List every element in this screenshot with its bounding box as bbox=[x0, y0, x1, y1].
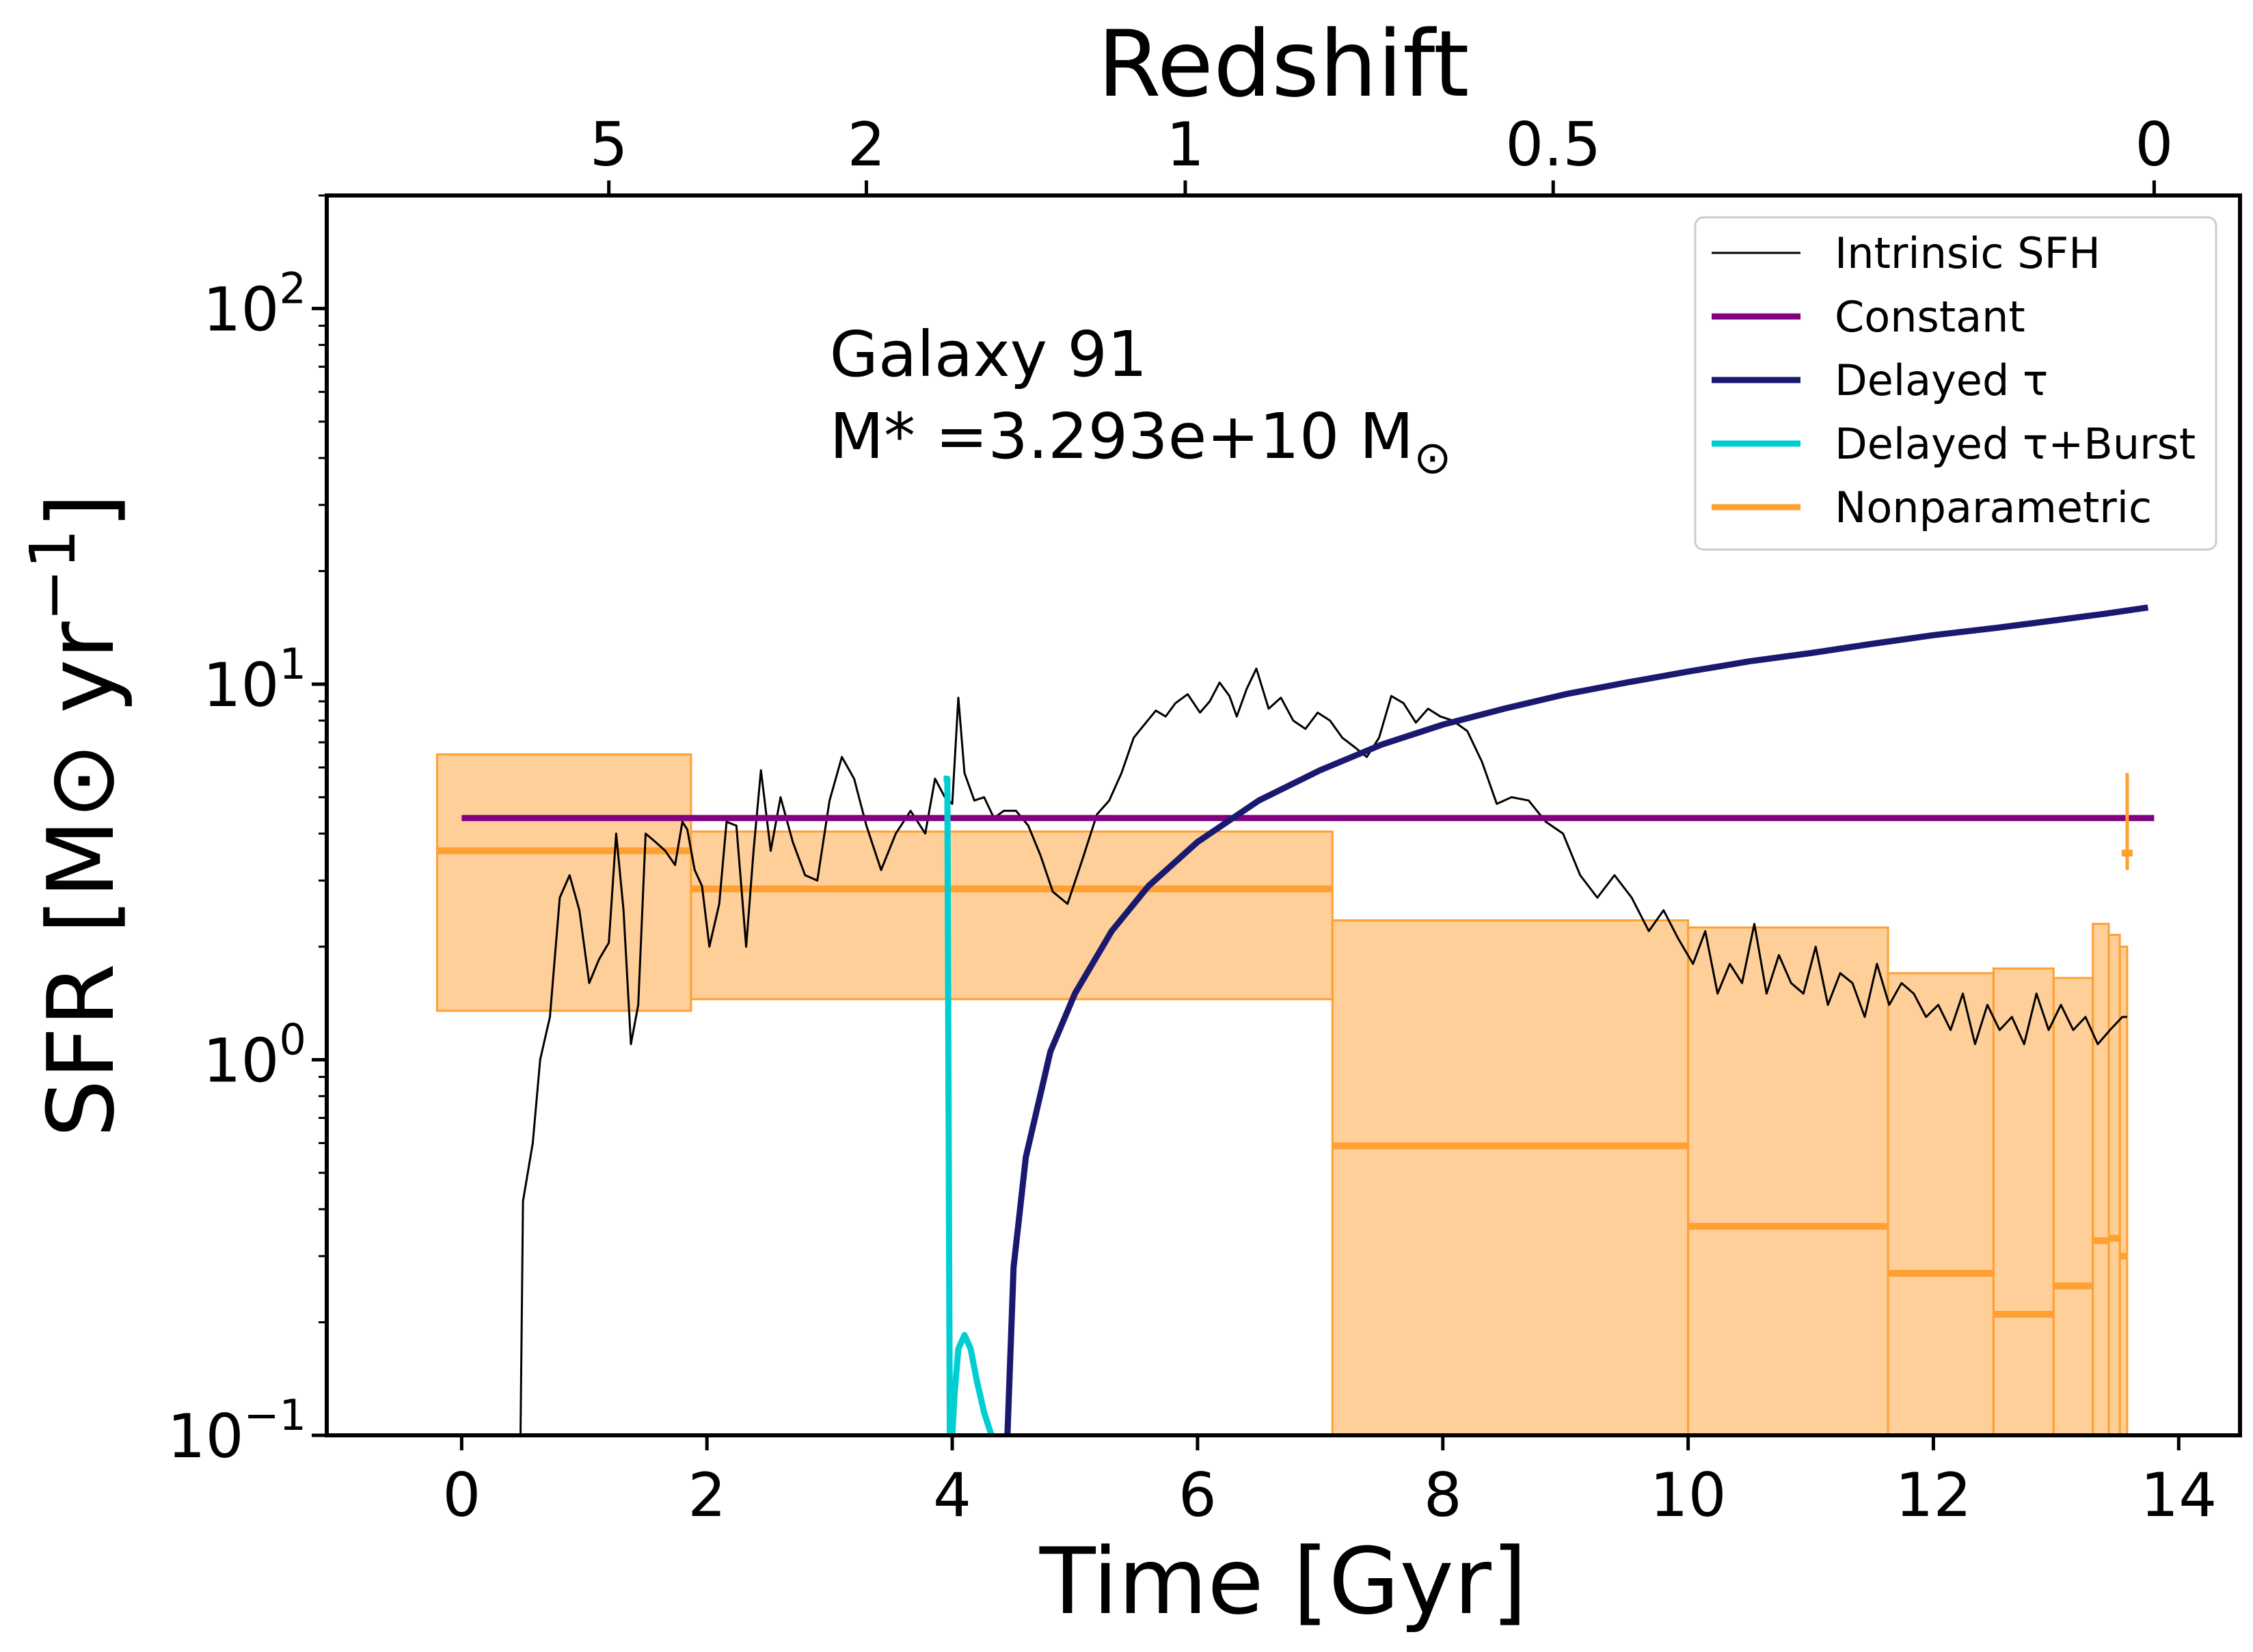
y-tick-label: 10−1 bbox=[167, 1390, 306, 1472]
plot-frame bbox=[325, 193, 2242, 1437]
nonparametric-bin bbox=[2118, 945, 2129, 1435]
nonparametric-bin bbox=[1687, 926, 1889, 1435]
x-tick-label: 4 bbox=[933, 1460, 971, 1530]
x-tick-label: 2 bbox=[688, 1460, 726, 1530]
nonparametric-bin bbox=[2107, 934, 2121, 1435]
top-axis-label: Redshift bbox=[1098, 11, 1470, 118]
galaxy-annotation: Galaxy 91 bbox=[830, 318, 1148, 391]
legend-label: Delayed τ bbox=[1835, 355, 2048, 405]
top-tick-label: 5 bbox=[590, 109, 628, 180]
series-line-delayed-burst bbox=[943, 775, 995, 1435]
nonparametric-bin bbox=[1887, 972, 1995, 1435]
top-tick-label: 2 bbox=[847, 109, 885, 180]
y-tick-label: 101 bbox=[203, 639, 306, 720]
mass-annotation-sun: ⊙ bbox=[1414, 431, 1451, 484]
mass-annotation-text: M* =3.293e+10 M bbox=[830, 400, 1414, 473]
x-tick-label: 0 bbox=[442, 1460, 481, 1530]
y-axis-label-sun: ⊙ bbox=[28, 742, 135, 819]
x-tick-label: 14 bbox=[2140, 1460, 2217, 1530]
x-tick-label: 6 bbox=[1178, 1460, 1217, 1530]
x-tick-label: 10 bbox=[1650, 1460, 1727, 1530]
top-tick-label: 0 bbox=[2135, 109, 2173, 180]
legend-box bbox=[1694, 216, 2217, 551]
legend-label: Nonparametric bbox=[1835, 483, 2152, 532]
nonparametric-bin bbox=[2092, 923, 2110, 1435]
y-axis-label-part: SFR [M bbox=[28, 820, 135, 1138]
nonparametric-bin bbox=[2052, 977, 2094, 1435]
legend-label: Intrinsic SFH bbox=[1835, 228, 2101, 278]
x-axis-label: Time [Gyr] bbox=[1039, 1528, 1527, 1635]
top-tick-label: 0.5 bbox=[1505, 109, 1601, 180]
legend-label: Constant bbox=[1835, 292, 2025, 342]
y-tick-label: 102 bbox=[203, 263, 306, 344]
nonparametric-bin bbox=[435, 753, 692, 1012]
legend-label: Delayed τ+Burst bbox=[1835, 419, 2196, 469]
nonparametric-bin bbox=[690, 830, 1334, 1001]
x-tick-label: 12 bbox=[1895, 1460, 1971, 1530]
series-line-intrinsic-sfh bbox=[520, 667, 2127, 1435]
y-axis-label-part: ] bbox=[28, 493, 135, 529]
y-axis-label-exponent: −1 bbox=[16, 529, 90, 622]
y-tick-label: 100 bbox=[203, 1014, 306, 1096]
nonparametric-bins bbox=[435, 753, 2129, 1435]
axes: 0 2 4 6 8 10 12 14 5 2 1 0.5 0 102 101 100 10−1 bbox=[167, 109, 2217, 1530]
y-axis-label-part: yr bbox=[28, 621, 135, 743]
nonparametric-bin bbox=[1331, 919, 1690, 1435]
top-tick-label: 1 bbox=[1166, 109, 1204, 180]
x-tick-label: 8 bbox=[1424, 1460, 1462, 1530]
mass-annotation: M* =3.293e+10 M⊙ bbox=[830, 400, 1452, 484]
legend: Intrinsic SFH Constant Delayed τ Delayed τ+… bbox=[1694, 216, 2217, 551]
y-axis-label: SFR [M⊙ yr−1] bbox=[16, 493, 135, 1138]
nonparametric-bin bbox=[1992, 967, 2055, 1435]
series-lines bbox=[437, 604, 2155, 1435]
series-line-delayed- bbox=[1004, 604, 2149, 1435]
